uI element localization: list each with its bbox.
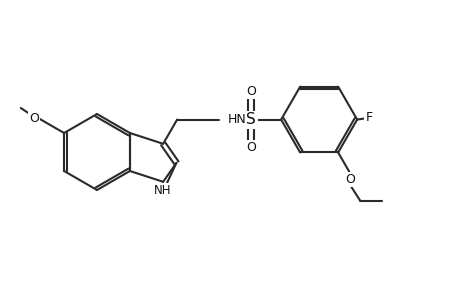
Text: S: S [246,112,256,127]
Text: HN: HN [228,113,246,126]
Text: O: O [246,85,256,98]
Text: F: F [365,111,372,124]
Text: O: O [246,141,256,154]
Text: NH: NH [153,184,171,197]
Text: O: O [29,112,39,124]
Text: O: O [344,173,354,186]
